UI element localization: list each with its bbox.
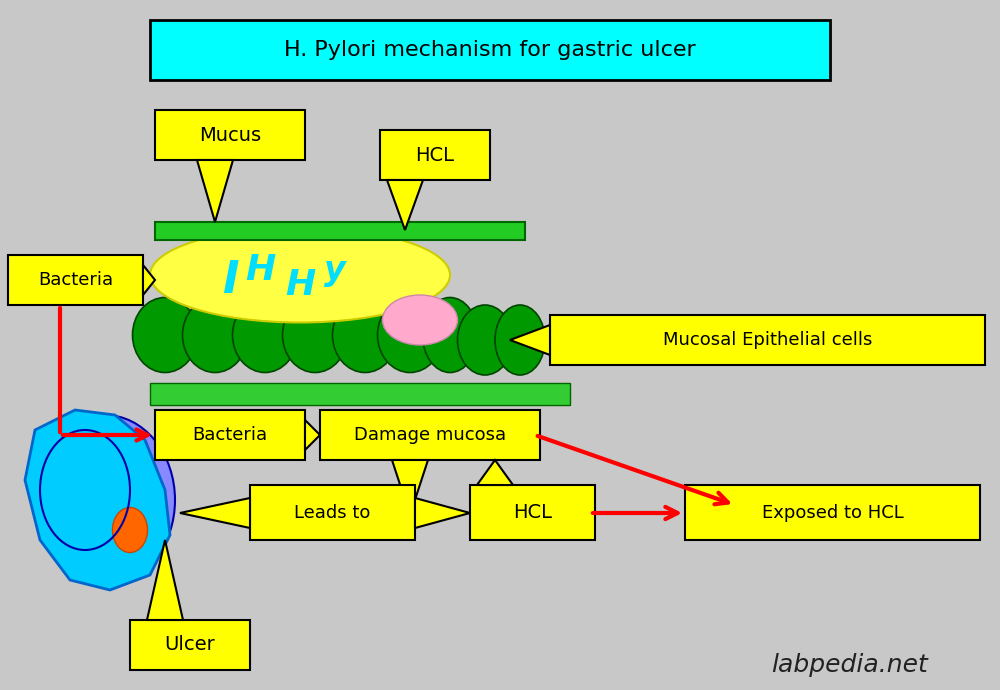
FancyBboxPatch shape [130, 620, 250, 670]
Ellipse shape [232, 297, 298, 373]
Ellipse shape [35, 415, 175, 585]
Text: Bacteria: Bacteria [38, 271, 113, 289]
Polygon shape [147, 540, 183, 620]
Ellipse shape [132, 297, 198, 373]
FancyBboxPatch shape [550, 315, 985, 365]
FancyBboxPatch shape [150, 20, 830, 80]
FancyBboxPatch shape [155, 410, 305, 460]
Polygon shape [477, 460, 513, 485]
Ellipse shape [112, 508, 148, 553]
Polygon shape [387, 180, 423, 230]
Ellipse shape [283, 297, 348, 373]
Ellipse shape [382, 295, 458, 345]
Text: labpedia.net: labpedia.net [772, 653, 928, 677]
Text: H: H [285, 268, 315, 302]
Ellipse shape [332, 297, 398, 373]
Polygon shape [180, 498, 250, 528]
Text: HCL: HCL [513, 503, 552, 522]
FancyBboxPatch shape [320, 410, 540, 460]
FancyBboxPatch shape [8, 255, 143, 305]
FancyBboxPatch shape [470, 485, 595, 540]
Text: Exposed to HCL: Exposed to HCL [762, 504, 903, 522]
Text: H: H [245, 253, 275, 287]
Ellipse shape [422, 297, 478, 373]
Polygon shape [197, 160, 233, 222]
Text: Mucosal Epithelial cells: Mucosal Epithelial cells [663, 331, 872, 349]
Text: Leads to: Leads to [294, 504, 371, 522]
Text: Damage mucosa: Damage mucosa [354, 426, 506, 444]
Polygon shape [510, 325, 550, 355]
Polygon shape [305, 420, 320, 450]
Text: Bacteria: Bacteria [192, 426, 268, 444]
Text: I: I [222, 259, 238, 302]
Ellipse shape [377, 297, 442, 373]
Polygon shape [25, 410, 170, 590]
Ellipse shape [457, 305, 512, 375]
Text: HCL: HCL [415, 146, 454, 164]
Ellipse shape [495, 305, 545, 375]
FancyBboxPatch shape [155, 110, 305, 160]
FancyBboxPatch shape [150, 383, 570, 405]
FancyBboxPatch shape [250, 485, 415, 540]
Text: y: y [324, 253, 346, 286]
FancyBboxPatch shape [380, 130, 490, 180]
FancyBboxPatch shape [685, 485, 980, 540]
Text: Ulcer: Ulcer [165, 635, 215, 655]
Text: H. Pylori mechanism for gastric ulcer: H. Pylori mechanism for gastric ulcer [284, 40, 696, 60]
Text: Mucus: Mucus [199, 126, 261, 144]
Ellipse shape [182, 297, 248, 373]
Polygon shape [143, 265, 155, 295]
Polygon shape [392, 460, 428, 515]
Polygon shape [415, 498, 470, 528]
FancyBboxPatch shape [155, 222, 525, 240]
Ellipse shape [150, 228, 450, 322]
